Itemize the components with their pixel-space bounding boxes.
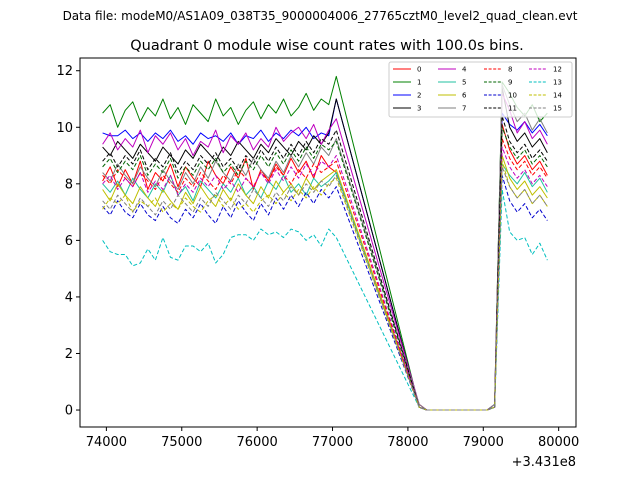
legend-label-15: 15 [553, 105, 562, 113]
series-line-3 [102, 87, 548, 411]
series-line-12 [102, 146, 548, 411]
legend-label-4: 4 [462, 66, 467, 74]
y-tick-label: 12 [56, 64, 73, 79]
legend-label-0: 0 [417, 66, 421, 74]
x-tick-label: 74000 [86, 435, 127, 450]
legend-label-8: 8 [508, 66, 512, 74]
legend-label-1: 1 [417, 79, 421, 87]
x-tick-label: 79000 [463, 435, 504, 450]
series-line-1 [102, 75, 548, 411]
series-line-2 [102, 98, 548, 411]
plot-frame [79, 57, 577, 428]
legend-label-3: 3 [417, 105, 421, 113]
legend-label-6: 6 [462, 92, 467, 100]
chart-suptitle: Data file: modeM0/AS1A09_038T35_90000040… [63, 9, 578, 23]
y-axis: 0 2 4 6 8 10 12 [56, 64, 80, 419]
series-line-13 [102, 188, 548, 411]
legend-frame [388, 61, 573, 118]
series-line-0 [102, 123, 548, 411]
legend-label-10: 10 [508, 92, 517, 100]
legend-label-5: 5 [462, 79, 466, 87]
legend-label-7: 7 [462, 105, 466, 113]
x-tick-label: 80000 [538, 435, 579, 450]
x-tick-label: 78000 [387, 435, 428, 450]
legend-label-14: 14 [553, 92, 562, 100]
y-tick-label: 4 [65, 290, 73, 305]
legend-label-11: 11 [508, 105, 517, 113]
series-line-7 [102, 84, 548, 411]
legend-label-9: 9 [508, 79, 512, 87]
x-tick-label: 75000 [161, 435, 202, 450]
chart-title: Quadrant 0 module wise count rates with … [130, 38, 524, 54]
legend-label-13: 13 [553, 79, 562, 87]
x-axis: 74000 75000 76000 77000 78000 79000 80000 [86, 427, 579, 450]
y-tick-label: 8 [65, 177, 73, 192]
y-tick-label: 10 [56, 121, 73, 136]
x-tick-label: 77000 [312, 435, 353, 450]
legend-label-12: 12 [553, 66, 562, 74]
x-tick-label: 76000 [236, 435, 277, 450]
series-line-10 [102, 174, 548, 411]
series-line-11 [102, 115, 548, 411]
x-axis-offset-label: +3.431e8 [512, 455, 576, 470]
y-tick-label: 2 [65, 347, 73, 362]
series-line-5 [102, 163, 548, 411]
y-tick-label: 0 [65, 404, 73, 419]
legend-label-2: 2 [417, 92, 421, 100]
y-tick-label: 6 [65, 234, 73, 249]
series-line-15 [102, 166, 548, 411]
series-layer [102, 75, 548, 411]
